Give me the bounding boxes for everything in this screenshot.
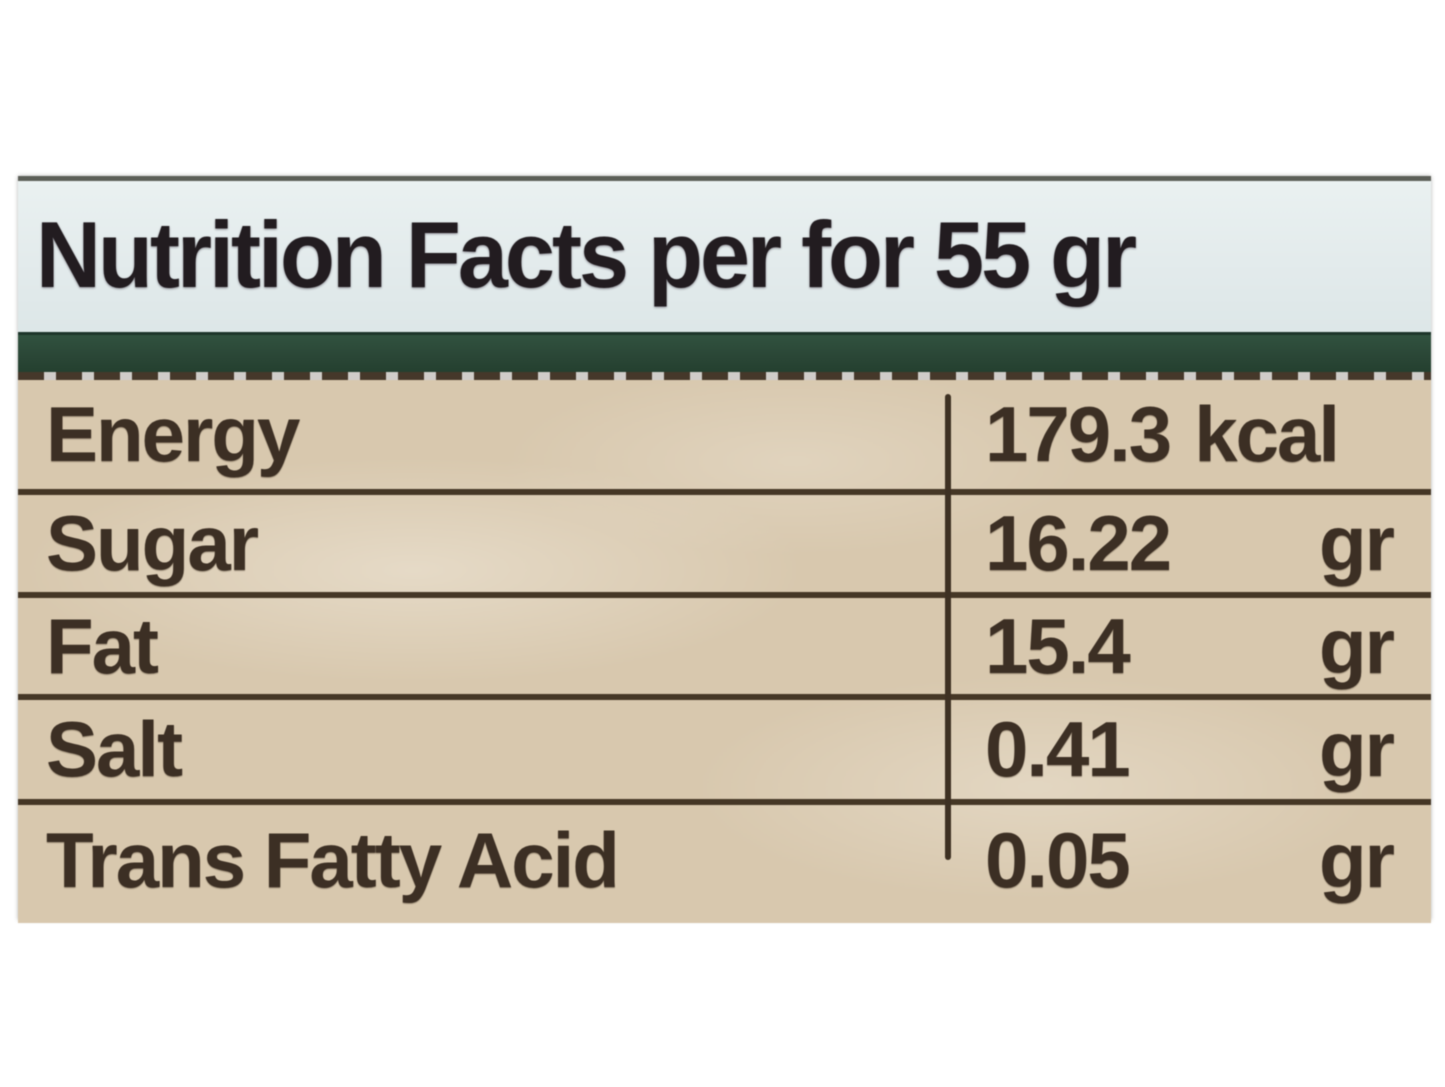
row-value-cell: 16.22 gr [933,498,1431,589]
nutrition-label: Nutrition Facts per for 55 gr Energy 179… [18,176,1431,923]
row-unit: gr [1319,816,1395,904]
row-value: 0.41 [985,705,1131,793]
row-name: Trans Fatty Acid [46,816,620,904]
green-divider-bar [18,332,1431,372]
row-value-cell: 0.05 gr [933,815,1431,906]
table-top-rule [18,372,1431,380]
row-unit: gr [1319,601,1395,690]
row-name: Sugar [46,499,259,587]
label-header: Nutrition Facts per for 55 gr [18,176,1431,332]
row-unit: gr [1319,705,1395,793]
row-name: Energy [46,390,300,478]
label-title: Nutrition Facts per for 55 gr [36,203,1137,308]
table-row: Energy 179.3 kcal [18,380,1431,495]
column-divider-line [945,394,951,860]
row-value: 16.22 [985,499,1172,587]
table-row: Sugar 16.22 gr [18,495,1431,598]
nutrition-table: Energy 179.3 kcal Sugar 16.22 gr Fat 15.… [18,380,1431,923]
row-value: 15.4 [985,601,1131,690]
row-value: 0.05 [985,816,1131,904]
row-name: Salt [46,705,183,793]
row-unit: gr [1319,499,1395,587]
row-unit: kcal [1194,390,1340,478]
table-row: Salt 0.41 gr [18,700,1431,805]
row-value: 179.3 [985,390,1172,478]
table-row: Trans Fatty Acid 0.05 gr [18,805,1431,917]
row-value-cell: 179.3 kcal [933,389,1431,480]
row-value-cell: 15.4 gr [933,601,1431,692]
table-row: Fat 15.4 gr [18,598,1431,700]
row-name: Fat [46,601,159,690]
row-value-cell: 0.41 gr [933,704,1431,795]
